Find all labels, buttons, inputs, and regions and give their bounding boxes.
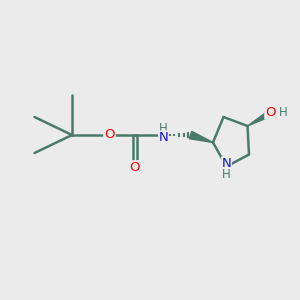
Text: O: O (130, 161, 140, 174)
Text: O: O (265, 106, 275, 119)
Polygon shape (248, 110, 273, 126)
Text: N: N (222, 157, 231, 170)
Text: N: N (159, 131, 168, 144)
Text: H: H (222, 168, 231, 182)
Text: H: H (278, 106, 287, 119)
Text: O: O (104, 128, 115, 142)
Text: H: H (159, 122, 168, 135)
Polygon shape (189, 131, 213, 142)
